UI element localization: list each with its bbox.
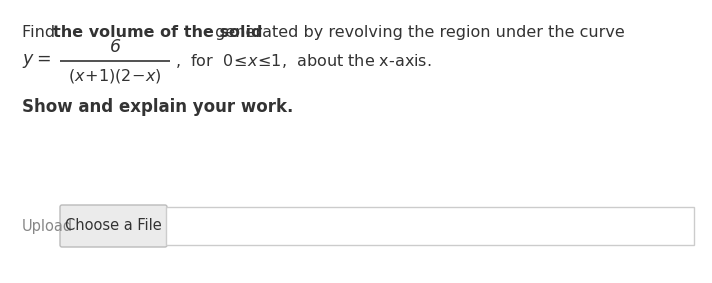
Text: $(x\!+\!1)(2\!-\!x)$: $(x\!+\!1)(2\!-\!x)$ [68,67,162,85]
Text: $y=$: $y=$ [22,52,51,70]
Text: the volume of the solid: the volume of the solid [53,25,263,40]
Text: Choose a File: Choose a File [65,218,162,233]
Text: generated by revolving the region under the curve: generated by revolving the region under … [210,25,624,40]
Text: ,  for  $0\!\leq\! x\!\leq\!1$,  about the x-axis.: , for $0\!\leq\! x\!\leq\!1$, about the … [175,52,431,70]
Text: Show and explain your work.: Show and explain your work. [22,98,293,116]
Bar [166,207,694,245]
FancyBboxPatch shape [60,205,167,247]
Text: Find: Find [22,25,61,40]
Text: Upload: Upload [22,218,73,233]
Text: 6: 6 [110,38,120,56]
